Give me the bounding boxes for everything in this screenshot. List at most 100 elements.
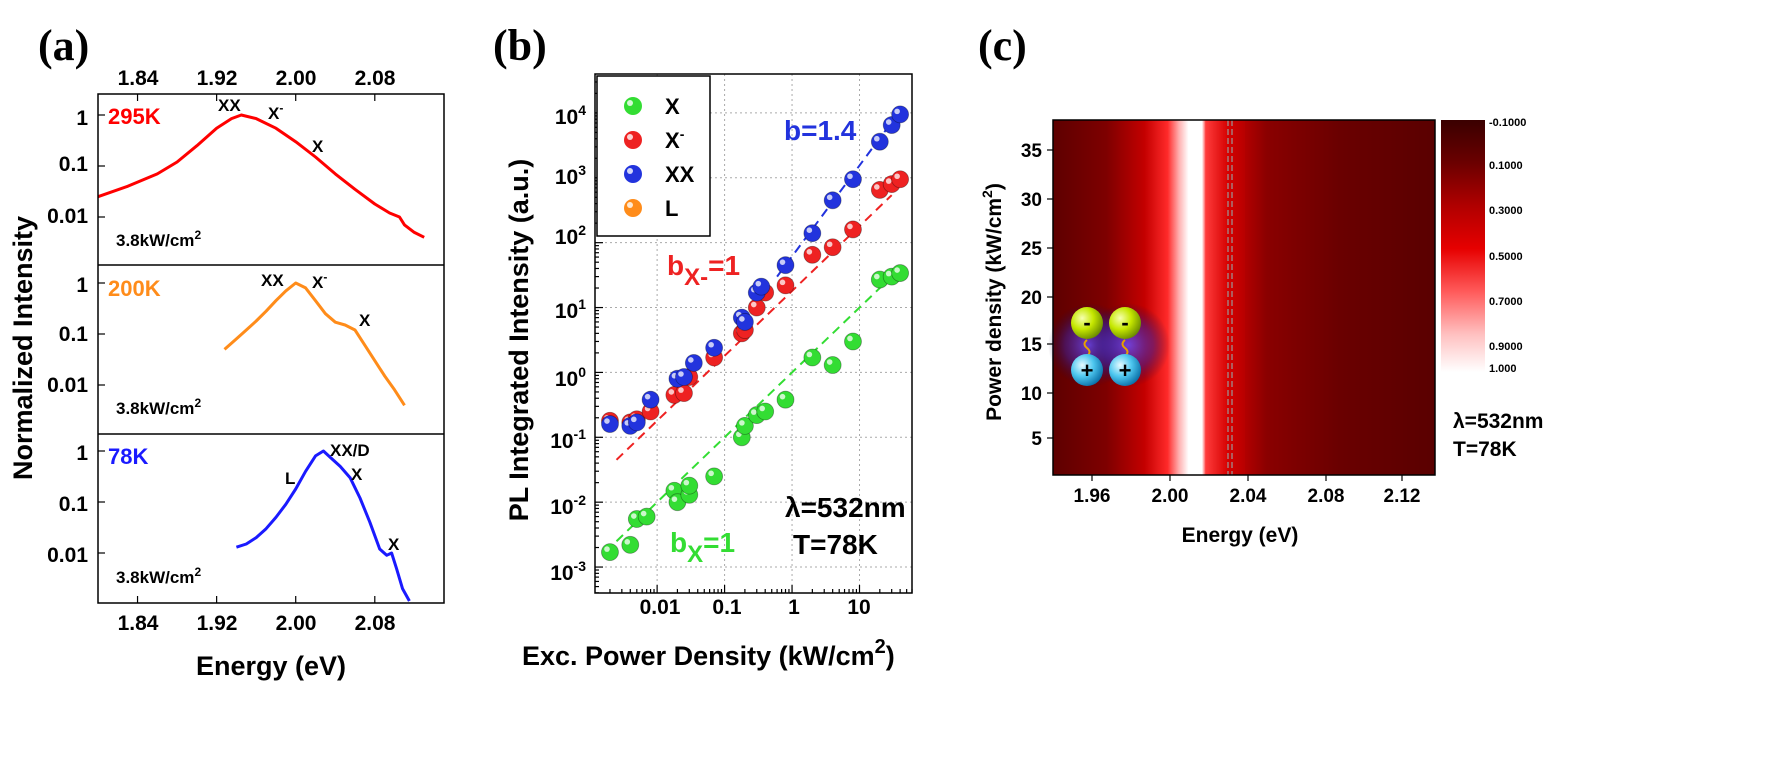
data-point-highlight [885,270,892,277]
data-point-series-2 [601,415,619,433]
peak-label: L [285,469,295,488]
hole-icon [1109,354,1141,386]
data-point-highlight [874,273,880,280]
panel-b-data-points [601,105,910,561]
panel-a-frame [97,93,445,604]
y-tick-label: 1 [76,107,88,130]
data-point-series-1 [803,245,822,264]
colorbar-tick-label: 0.7000 [1489,296,1523,308]
data-point-highlight [874,184,880,190]
data-point-highlight [750,409,757,415]
panel-a-axis-ticks [98,94,376,603]
y-tick-label: 0.01 [47,544,88,567]
data-point-series-1 [776,276,795,295]
data-point-highlight [894,173,900,180]
data-point-series-2 [776,256,795,275]
panel-c: - - + + 35 30 25 20 15 10 5 1.96 2.00 2.… [979,117,1543,547]
data-point-series-0 [776,390,795,409]
y-tick-label: 10-3 [550,558,586,585]
y-axis-title: Power density (kW/cm2) [979,183,1006,421]
data-point-highlight [640,510,647,517]
legend-marker-highlight [627,134,633,140]
legend-box [596,75,711,237]
heatmap-image [1053,120,1435,475]
y-tick-label: 30 [1021,190,1042,211]
slope-label-xx: b=1.4 [784,115,857,146]
data-point-highlight [683,479,690,486]
data-point-series-0 [621,535,640,554]
top-tick-label: 2.08 [355,67,396,90]
top-tick-label: 1.92 [197,67,238,90]
data-point-series-0 [705,467,724,486]
wavelength-label: λ=532nm [785,492,906,523]
y-tick-label: 0.01 [47,205,88,228]
x-tick-label: 0.01 [640,596,681,619]
y-tick-label: 102 [555,222,586,249]
x-tick-label: 2.12 [1384,486,1421,507]
peak-label: X- [312,270,327,292]
data-point-highlight [847,335,853,342]
data-point-series-0 [601,543,619,561]
data-point-highlight [826,359,833,365]
y-tick-label: 0.1 [59,323,89,346]
legend-marker-highlight [627,100,633,106]
fit-line-x [615,275,893,542]
data-point-series-2 [735,313,754,331]
data-point-series-2 [891,105,910,124]
panel-a: 1.84 1.92 2.00 2.08 1 0.1 0.01 1 0.1 0.0… [8,67,445,681]
x-tick-label: 1 [788,596,800,619]
data-point-highlight [671,496,678,502]
y-tick-label: 10-1 [550,426,586,453]
slope-label-x: bX=1 [670,527,735,568]
y-tick-label: 0.1 [59,493,89,516]
heatmap-band [1205,120,1245,475]
top-tick-label: 2.00 [276,67,317,90]
top-tick-label: 1.84 [118,67,159,90]
legend-marker-x [624,97,642,115]
legend-label-xx: XX [665,162,695,187]
legend-label-l: L [665,196,678,221]
panel-label-a: (a) [38,21,89,70]
x-tick-label: 2.00 [1152,486,1189,507]
particle-glow [1086,303,1170,387]
y-tick-label: 103 [555,162,586,189]
panel-b: 104 103 102 101 100 10-1 10-2 10-3 0.01 … [504,73,913,671]
y-tick-label: 1 [76,274,88,297]
colorbar-tick-label: 0.3000 [1489,205,1523,217]
colorbar-tick-label: 0.1000 [1489,160,1523,172]
power-label: 3.8kW/cm2 [116,565,201,587]
fit-line-x [615,194,893,461]
peak-label: X [312,137,324,156]
y-tick-label: 0.01 [47,374,88,397]
data-point-highlight [885,119,892,125]
legend-marker-xminus [624,131,642,149]
legend-marker-highlight [627,168,633,174]
particle-illustration: - - + + [1048,303,1170,387]
data-point-highlight [604,546,610,552]
data-point-series-2 [870,132,889,151]
data-point-highlight [739,316,745,322]
panel-label-b: (b) [493,21,547,70]
spectrum-78K [235,449,411,602]
data-point-series-2 [705,338,724,357]
data-point-highlight [806,351,813,358]
data-point-highlight [847,173,853,180]
data-point-series-2 [844,170,862,189]
data-point-highlight [739,420,745,426]
y-tick-label: 35 [1021,141,1043,162]
data-point-series-2 [675,368,693,386]
data-point-highlight [806,227,813,233]
spectrum-295K [97,113,425,239]
data-point-highlight [624,539,631,545]
slope-label-xminus: bX-=1 [667,250,740,291]
x-axis-title: Exc. Power Density (kW/cm2) [522,636,895,671]
plus-sign: + [1119,358,1132,383]
colorbar [1441,120,1485,372]
data-point-series-2 [641,390,660,409]
legend-label-xminus: X- [665,126,685,153]
data-point-highlight [750,301,757,308]
minus-sign: - [1083,310,1090,335]
data-point-series-0 [803,348,822,367]
data-point-series-2 [823,191,842,210]
